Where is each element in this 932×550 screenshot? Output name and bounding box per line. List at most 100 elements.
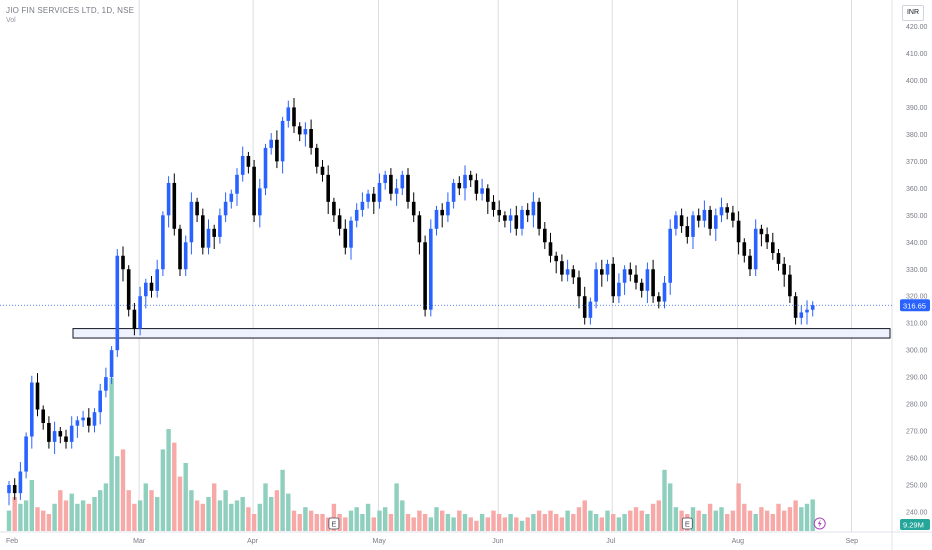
candle-body: [246, 155, 251, 167]
candle-body: [634, 274, 638, 283]
candle-body: [468, 174, 473, 181]
candle-body: [810, 305, 815, 310]
volume-bar: [502, 517, 508, 531]
volume-bar: [422, 514, 428, 531]
candle-body: [166, 182, 171, 216]
volume-bar: [582, 500, 587, 531]
y-tick-label: 390.00: [906, 105, 928, 112]
candle-body: [434, 209, 439, 229]
volume-bar: [776, 503, 781, 531]
volume-bar: [525, 517, 530, 531]
candle-body: [144, 282, 148, 297]
volume-bar: [656, 500, 661, 531]
candle-body: [736, 220, 741, 243]
volume-tag: [900, 519, 930, 530]
candle-body: [315, 147, 319, 167]
volume-bar: [497, 514, 502, 531]
volume-bar: [12, 497, 17, 531]
volume-bar: [280, 469, 285, 531]
volume-bar: [451, 517, 456, 531]
volume-bar: [189, 490, 194, 531]
candle-body: [588, 301, 593, 318]
candle-body: [674, 215, 678, 229]
volume-bar: [491, 510, 496, 531]
volume-bar: [98, 490, 103, 531]
candle-body: [537, 201, 541, 229]
candle-body: [263, 147, 268, 189]
volume-bar: [132, 503, 137, 531]
volume-bar: [172, 442, 177, 531]
candle-body: [617, 282, 621, 297]
candle-body: [679, 215, 684, 227]
candle-body: [731, 212, 735, 221]
candle-body: [389, 174, 393, 194]
candle-body: [87, 417, 91, 426]
volume-tag-label: 9.29M: [903, 521, 924, 530]
volume-bar: [725, 514, 730, 531]
volume-bar: [354, 507, 359, 531]
volume-bar: [388, 514, 394, 531]
candle-body: [531, 201, 536, 216]
candle-body: [457, 182, 462, 189]
volume-bar: [747, 510, 753, 531]
candle-body: [765, 234, 769, 243]
volume-bar: [713, 510, 718, 531]
candle-body: [189, 201, 194, 243]
y-tick-label: 330.00: [906, 267, 928, 274]
y-tick-label: 400.00: [906, 78, 928, 85]
candle-body: [309, 128, 313, 148]
volume-bar: [183, 463, 188, 531]
volume-label: Vol: [6, 17, 16, 24]
volume-bar: [394, 483, 399, 531]
volume-bar: [799, 507, 804, 531]
x-tick-label: Sep: [846, 538, 859, 545]
volume-bar: [736, 483, 741, 531]
candle-body: [303, 128, 308, 135]
volume-bar: [223, 490, 228, 531]
candle-body: [411, 201, 416, 216]
volume-bar: [115, 456, 120, 531]
volume-bar: [411, 517, 416, 531]
candle-body: [75, 420, 80, 426]
volume-bar: [246, 507, 251, 531]
volume-bar: [63, 500, 69, 531]
y-tick-label: 250.00: [906, 483, 928, 490]
volume-bar: [679, 510, 684, 531]
volume-bar: [371, 517, 376, 531]
y-tick-label: 310.00: [906, 321, 928, 328]
candle-body: [565, 269, 570, 275]
last-price-label: 316.65: [903, 301, 926, 310]
candle-body: [651, 269, 655, 297]
candle-body: [668, 228, 672, 283]
x-tick-label: Jun: [492, 538, 503, 545]
candle-body: [491, 201, 496, 210]
candle-body: [497, 209, 501, 216]
volume-bar: [445, 514, 451, 531]
x-tick-label: Apr: [247, 538, 259, 545]
candle-body: [628, 269, 633, 275]
candle-body: [172, 182, 177, 229]
volume-bar: [753, 514, 758, 531]
volume-bar: [41, 510, 46, 531]
candle-body: [161, 215, 165, 270]
candle-body: [543, 228, 547, 243]
currency-button[interactable]: INR: [902, 5, 924, 21]
y-tick-label: 300.00: [906, 348, 928, 355]
volume-bar: [793, 500, 798, 531]
candle-body: [195, 201, 199, 216]
volume-bar: [360, 514, 365, 531]
volume-bar: [485, 517, 490, 531]
volume-bar: [742, 503, 747, 531]
volume-bar: [593, 514, 599, 531]
volume-bar: [508, 514, 513, 531]
volume-bar: [639, 510, 644, 531]
candle-body: [109, 350, 114, 378]
candle-body: [35, 382, 40, 410]
volume-bar: [251, 514, 257, 531]
candle-body: [753, 228, 758, 270]
candle-body: [372, 193, 376, 202]
candle-body: [423, 242, 427, 310]
candle-body: [685, 226, 690, 237]
volume-bar: [52, 503, 57, 531]
